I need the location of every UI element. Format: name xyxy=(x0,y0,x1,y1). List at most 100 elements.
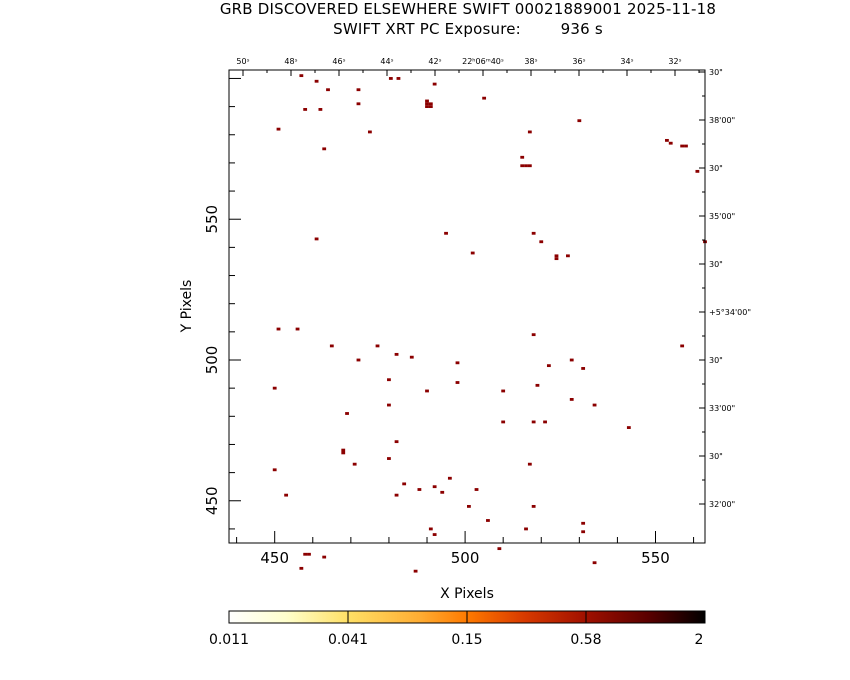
data-pixel xyxy=(425,389,429,393)
data-pixel xyxy=(680,344,685,348)
data-pixel xyxy=(501,389,506,393)
data-pixel xyxy=(314,79,319,83)
dec-tick-label: 30" xyxy=(709,68,723,77)
data-pixel xyxy=(394,440,399,444)
axes: 450 500 550 450 500 550 50ˢ 48ˢ 46ˢ 44ˢ 42ˢ 22ʰ06ᵐ4… xyxy=(203,57,751,567)
data-pixel xyxy=(592,561,597,565)
data-pixel xyxy=(524,527,528,531)
image-pixels xyxy=(272,74,707,573)
colorbar-tick-label: 0.58 xyxy=(570,632,601,648)
data-pixel xyxy=(626,426,631,429)
ra-tick-label: 42ˢ xyxy=(428,57,441,66)
data-pixel xyxy=(527,462,532,466)
dec-tick-label: 30" xyxy=(709,260,723,269)
data-pixel xyxy=(684,144,688,148)
data-pixel xyxy=(531,504,536,508)
data-pixel xyxy=(295,327,300,331)
data-pixel xyxy=(388,77,393,80)
data-pixel xyxy=(396,77,401,80)
ra-tick-label: 46ˢ xyxy=(332,57,345,66)
data-pixel xyxy=(554,257,559,261)
data-pixel xyxy=(326,88,330,92)
data-pixel xyxy=(387,378,391,382)
data-pixel xyxy=(455,381,460,384)
ra-tick-label: 22ʰ06ᵐ40ˢ xyxy=(462,57,504,66)
data-pixel xyxy=(409,355,414,359)
data-pixel xyxy=(303,552,308,556)
data-pixel xyxy=(581,530,586,534)
data-pixel xyxy=(566,254,570,258)
data-pixel xyxy=(470,251,475,255)
data-pixel xyxy=(527,130,532,134)
y-tick-label: 450 xyxy=(203,486,221,515)
ra-tick-label: 50ˢ xyxy=(236,57,249,66)
data-pixel xyxy=(535,383,540,387)
x-tick-label: 550 xyxy=(641,549,670,567)
ra-tick-label: 36ˢ xyxy=(572,57,585,66)
data-pixel xyxy=(520,164,525,168)
data-pixel xyxy=(387,457,391,460)
data-pixel xyxy=(402,482,407,486)
data-pixel xyxy=(428,527,433,531)
data-pixel xyxy=(474,488,479,491)
data-pixel xyxy=(665,138,669,142)
data-pixel xyxy=(501,420,506,424)
data-pixel xyxy=(428,102,433,106)
colorbar: 0.011 0.041 0.15 0.58 2 xyxy=(209,610,706,648)
data-pixel xyxy=(314,237,319,241)
data-pixel xyxy=(486,519,490,522)
dec-tick-label: +5°34'00" xyxy=(709,308,751,317)
data-pixel xyxy=(592,403,597,407)
data-pixel xyxy=(432,533,437,536)
dec-tick-label: 30" xyxy=(709,452,723,461)
data-pixel xyxy=(569,398,574,401)
dec-tick-label: 30" xyxy=(709,164,723,173)
ra-tick-label: 48ˢ xyxy=(284,57,297,66)
data-pixel xyxy=(375,344,380,348)
x-axis-label: X Pixels xyxy=(440,586,494,602)
data-pixel xyxy=(440,490,445,494)
data-pixel xyxy=(531,231,536,235)
data-pixel xyxy=(425,102,429,106)
data-pixel xyxy=(531,333,536,337)
data-pixel xyxy=(581,367,586,370)
data-pixel xyxy=(425,105,429,109)
data-pixel xyxy=(276,327,281,331)
chart-subtitle: SWIFT XRT PC Exposure: 936 s xyxy=(333,20,603,38)
data-pixel xyxy=(318,108,323,111)
data-pixel xyxy=(341,448,346,452)
data-pixel xyxy=(322,555,327,559)
data-pixel xyxy=(356,88,361,92)
data-pixel xyxy=(417,488,422,491)
data-pixel xyxy=(341,451,346,455)
y-tick-label: 500 xyxy=(203,346,221,375)
data-pixel xyxy=(322,147,327,151)
dec-tick-label: 38'00" xyxy=(709,116,735,125)
dec-tick-label: 30" xyxy=(709,356,723,365)
data-pixel xyxy=(581,521,586,525)
data-pixel xyxy=(520,155,525,159)
plot-frame xyxy=(228,69,706,544)
data-pixel xyxy=(356,358,361,362)
data-pixel xyxy=(367,130,372,134)
data-pixel xyxy=(394,493,399,497)
ra-tick-label: 38ˢ xyxy=(524,57,537,66)
data-pixel xyxy=(345,412,349,415)
dec-tick-label: 33'00" xyxy=(709,404,735,413)
data-pixel xyxy=(444,231,448,235)
data-pixel xyxy=(299,74,304,78)
ra-tick-label: 32ˢ xyxy=(668,57,681,66)
data-pixel xyxy=(299,566,304,570)
x-tick-label: 500 xyxy=(451,549,480,567)
data-pixel xyxy=(554,254,559,258)
data-pixel xyxy=(428,105,433,109)
data-pixel xyxy=(329,344,334,348)
ra-tick-label: 34ˢ xyxy=(620,57,633,66)
chart-title: GRB DISCOVERED ELSEWHERE SWIFT 000218890… xyxy=(219,0,717,18)
ra-tick-label: 44ˢ xyxy=(380,57,393,66)
data-pixel xyxy=(432,82,437,86)
data-pixel xyxy=(680,144,685,148)
data-pixel xyxy=(284,493,289,497)
data-pixel xyxy=(527,164,532,168)
